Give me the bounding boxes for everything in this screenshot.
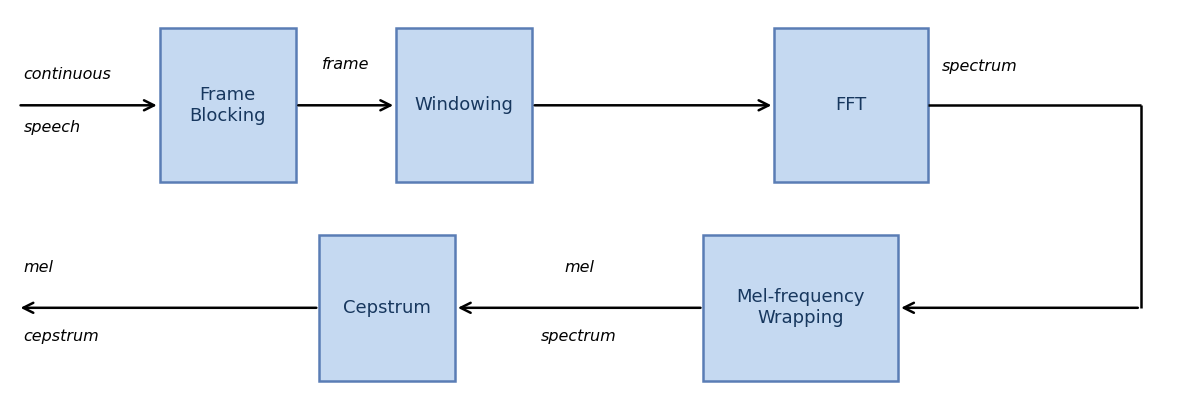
Text: Windowing: Windowing (415, 96, 513, 114)
FancyBboxPatch shape (319, 235, 455, 381)
Text: Cepstrum: Cepstrum (343, 299, 431, 317)
Text: spectrum: spectrum (541, 328, 617, 344)
Text: Frame
Blocking: Frame Blocking (189, 86, 266, 125)
Text: continuous: continuous (24, 67, 111, 83)
Text: speech: speech (24, 120, 80, 135)
Text: spectrum: spectrum (942, 59, 1018, 75)
FancyBboxPatch shape (160, 28, 296, 182)
Text: mel: mel (564, 260, 595, 275)
FancyBboxPatch shape (703, 235, 898, 381)
FancyBboxPatch shape (396, 28, 532, 182)
FancyBboxPatch shape (774, 28, 928, 182)
Text: Mel-frequency
Wrapping: Mel-frequency Wrapping (736, 288, 865, 327)
Text: frame: frame (322, 57, 370, 72)
Text: mel: mel (24, 260, 53, 275)
Text: cepstrum: cepstrum (24, 328, 99, 344)
Text: FFT: FFT (836, 96, 866, 114)
